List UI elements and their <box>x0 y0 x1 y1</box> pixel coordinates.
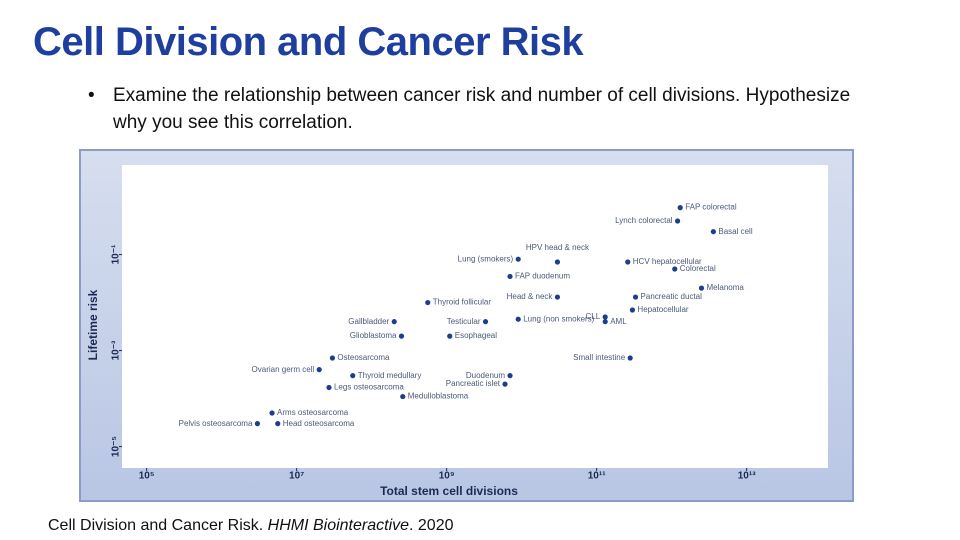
point-label: Head osteosarcoma <box>283 419 355 428</box>
x-tick-label: 10⁹ <box>439 471 455 482</box>
point <box>602 319 608 325</box>
x-tick-label: 10⁵ <box>139 471 155 482</box>
bullet: Examine the relationship between cancer … <box>88 82 888 136</box>
point-label: Hepatocellular <box>637 305 688 314</box>
point-label: FAP colorectal <box>685 203 737 212</box>
point-label: Ovarian germ cell <box>252 365 315 374</box>
y-tick-label: 10⁻⁵ <box>111 436 122 457</box>
point <box>629 307 636 313</box>
point <box>391 319 397 325</box>
point <box>269 410 275 416</box>
point-label: Testicular <box>447 317 481 326</box>
point-label: FAP duodenum <box>515 272 570 281</box>
point <box>554 259 561 265</box>
point <box>602 314 608 320</box>
x-axis-label: Total stem cell divisions <box>380 484 518 498</box>
point-label: Glioblastoma <box>350 331 397 340</box>
point <box>627 355 633 361</box>
slide-title: Cell Division and Cancer Risk <box>33 20 584 64</box>
point-label: Small intestine <box>573 353 626 362</box>
point-label: Esophageal <box>455 331 497 340</box>
point-label: Osteosarcoma <box>337 353 390 362</box>
plot-area <box>122 165 828 468</box>
y-tick-label: 10⁻¹ <box>111 244 122 264</box>
point-label: Pancreatic islet <box>446 379 501 388</box>
point <box>515 316 521 322</box>
point <box>672 266 678 272</box>
x-tick-label: 10¹¹ <box>588 471 606 482</box>
x-tick-label: 10⁷ <box>289 471 304 482</box>
point <box>507 373 513 379</box>
point <box>674 218 681 224</box>
point <box>350 373 356 379</box>
point <box>625 259 631 265</box>
point-label: Head & neck <box>507 292 554 301</box>
point-label: Thyroid medullary <box>358 371 422 380</box>
point <box>400 393 406 400</box>
citation-year: . 2020 <box>409 517 454 534</box>
point <box>554 294 561 300</box>
point <box>447 333 453 339</box>
point-label: Pancreatic ductal <box>641 292 703 301</box>
citation-source: HHMI Biointeractive <box>267 517 410 534</box>
point-label: Pelvis osteosarcoma <box>179 419 253 428</box>
point-label: Medulloblastoma <box>408 392 469 401</box>
citation: Cell Division and Cancer Risk. HHMI Bioi… <box>48 517 454 535</box>
point <box>329 355 336 361</box>
point-label: Lynch colorectal <box>615 216 673 225</box>
point <box>275 421 281 427</box>
point <box>254 421 261 427</box>
bullet-list: Examine the relationship between cancer … <box>88 82 888 136</box>
point-label: Colorectal <box>680 264 716 273</box>
point <box>677 205 683 211</box>
point <box>316 367 322 373</box>
point <box>482 319 489 325</box>
point-label: HPV head & neck <box>526 243 590 252</box>
point-label: Thyroid follicular <box>433 298 492 307</box>
point-label: Lung (smokers) <box>458 254 514 263</box>
y-axis-label: Lifetime risk <box>86 289 100 360</box>
point-label: Melanoma <box>706 283 744 292</box>
point <box>502 381 508 387</box>
point-label: Legs osteosarcoma <box>334 383 404 392</box>
y-tick-label: 10⁻³ <box>111 340 122 360</box>
point <box>515 256 521 262</box>
point-label: CLL <box>586 312 601 321</box>
citation-text: Cell Division and Cancer Risk. <box>48 517 268 534</box>
point-label: Duodenum <box>466 371 505 380</box>
point <box>425 299 431 306</box>
point <box>632 294 639 300</box>
point <box>698 285 705 291</box>
point <box>507 273 513 280</box>
point-label: Gallbladder <box>348 317 389 326</box>
point-label: Basal cell <box>718 227 752 236</box>
point-label: AML <box>610 317 627 326</box>
point-label: HCV hepatocellular <box>633 257 702 266</box>
point-label: Arms osteosarcoma <box>277 408 349 417</box>
point <box>398 333 405 339</box>
point-label: Lung (non smokers) <box>523 314 594 323</box>
x-tick-label: 10¹³ <box>738 471 756 482</box>
point <box>326 384 332 391</box>
point <box>710 229 716 235</box>
